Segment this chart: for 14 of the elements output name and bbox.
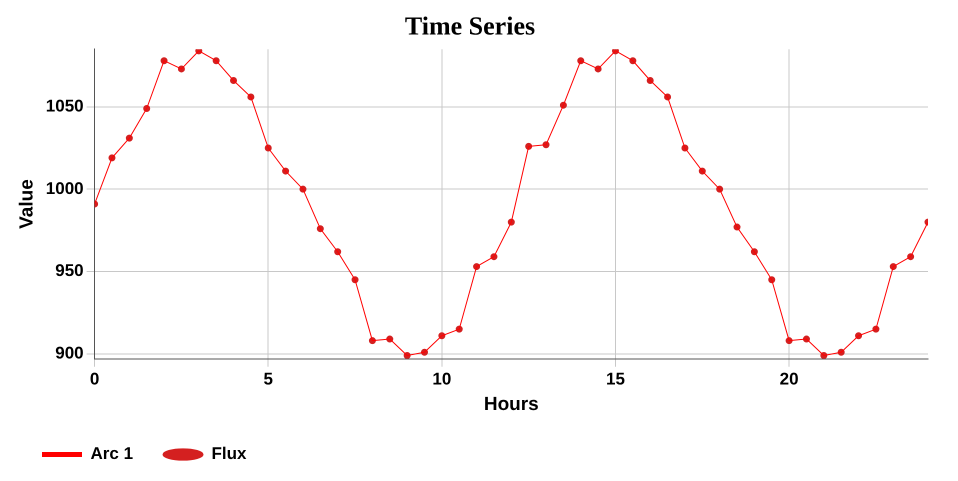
x-tick-label: 15 [606, 370, 625, 389]
y-axis-title: Value [16, 179, 38, 229]
chart-title: Time Series [404, 11, 536, 40]
x-tick-label: 5 [264, 370, 273, 389]
legend-label: Arc 1 [90, 444, 134, 464]
x-axis-title: Hours [484, 394, 539, 415]
y-tick-label: 1000 [46, 178, 84, 198]
x-tick-label: 10 [432, 370, 452, 389]
x-tick-label: 20 [780, 370, 799, 389]
y-tick-label: 1050 [46, 96, 84, 116]
legend-label: Flux [212, 444, 248, 464]
y-tick-label: 900 [55, 344, 84, 363]
x-tick-label: 0 [90, 370, 100, 389]
y-tick-label: 950 [55, 261, 84, 280]
